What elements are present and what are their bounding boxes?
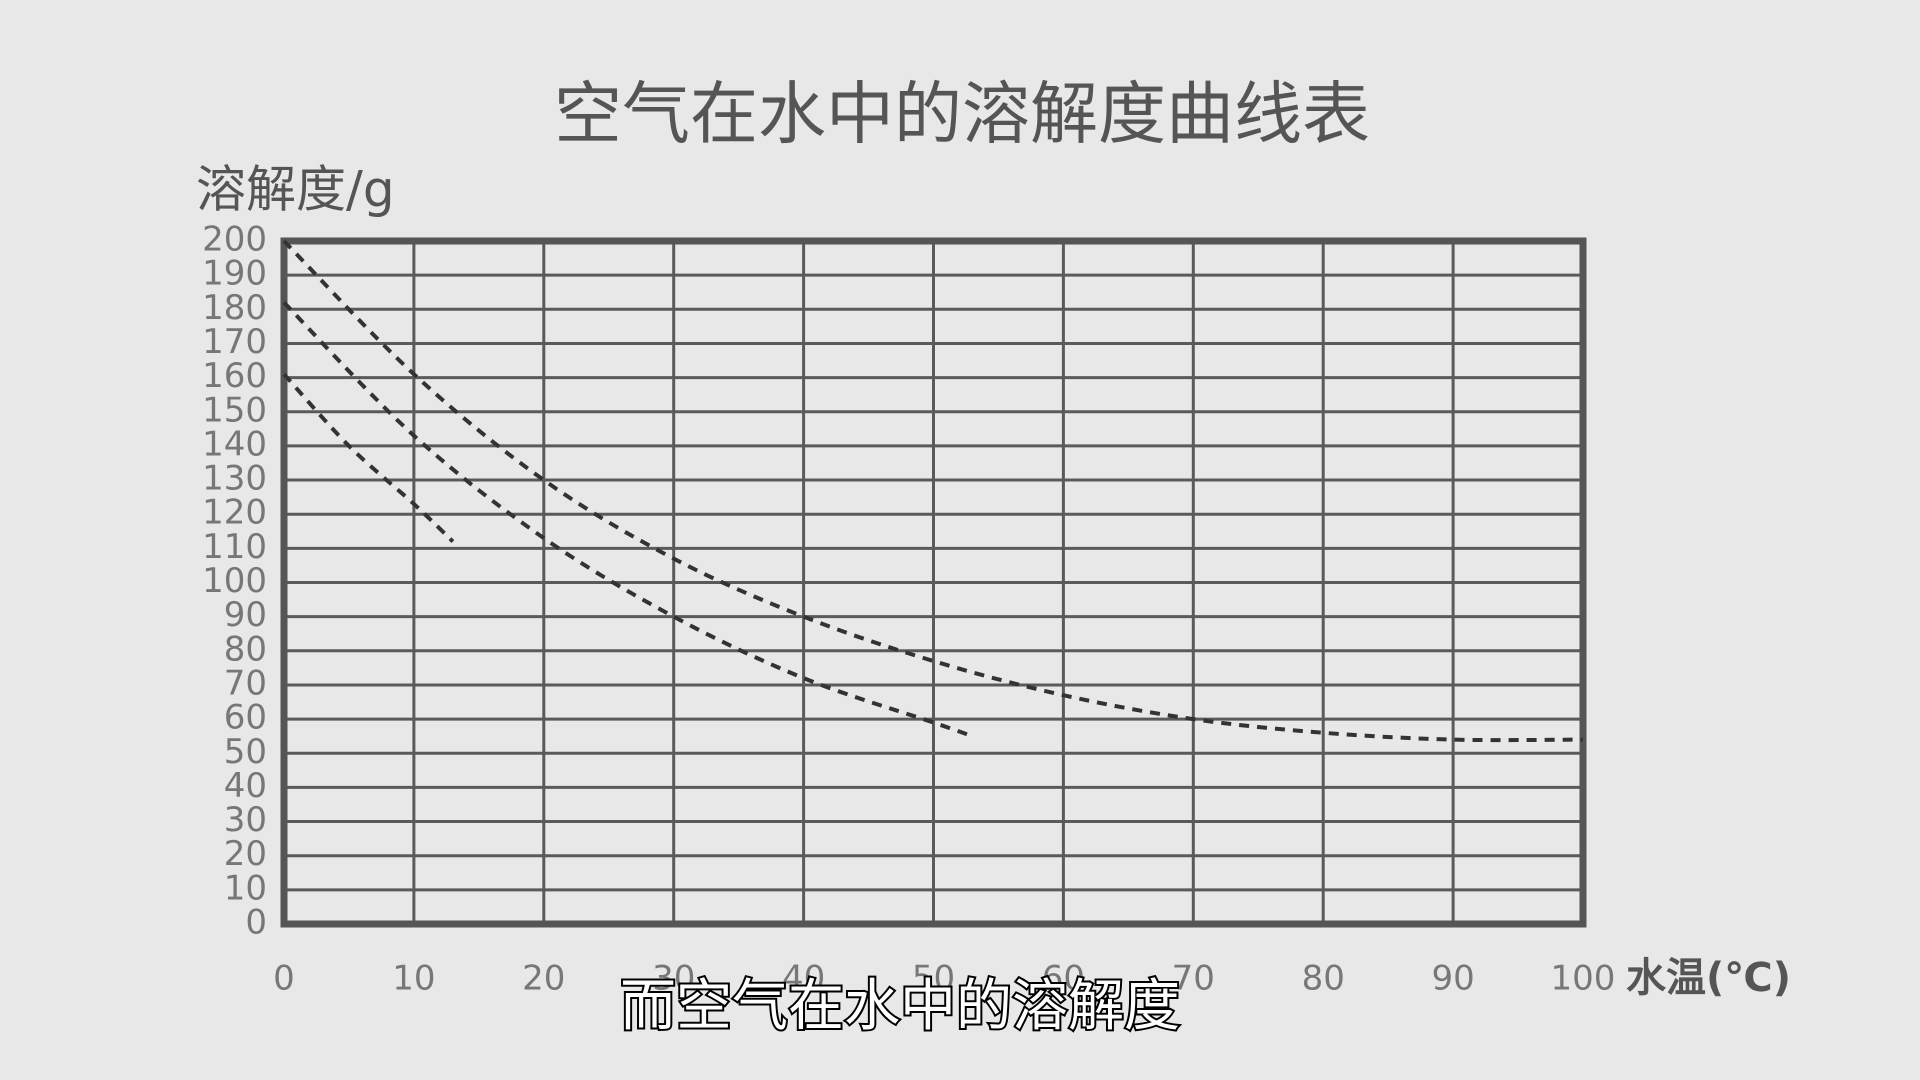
y-tick-label: 20 (224, 834, 267, 874)
y-tick-label: 150 (202, 390, 267, 430)
y-tick-label: 10 (224, 868, 267, 908)
y-tick-label: 110 (202, 527, 267, 567)
x-tick-label: 40 (782, 959, 825, 999)
plot-frame (280, 237, 1587, 928)
x-tick-label: 70 (1172, 959, 1215, 999)
data-line (282, 372, 455, 543)
data-line (282, 301, 974, 739)
y-tick-label: 0 (245, 903, 267, 943)
x-tick-label: 20 (522, 959, 565, 999)
caption: 而空气在水中的溶解度 (620, 974, 1180, 1039)
y-tick-label: 170 (202, 322, 267, 362)
y-tick-label: 80 (224, 629, 267, 669)
x-tick-label: 80 (1302, 959, 1345, 999)
chart-title: 空气在水中的溶解度曲线表 (554, 76, 1370, 155)
y-tick-label: 40 (224, 766, 267, 806)
x-tick-label: 10 (392, 959, 435, 999)
x-tick-label: 90 (1431, 959, 1474, 999)
x-tick-label: 60 (1042, 959, 1085, 999)
y-tick-label: 100 (202, 561, 267, 601)
x-tick-label: 100 (1551, 959, 1616, 999)
y-tick-label: 140 (202, 424, 267, 464)
y-tick-label: 90 (224, 595, 267, 635)
x-tick-label: 50 (912, 959, 955, 999)
x-tick-label: 30 (652, 959, 695, 999)
y-tick-label: 130 (202, 459, 267, 499)
y-tick-label: 200 (202, 220, 267, 260)
y-axis-label: 溶解度/g (196, 161, 395, 219)
data-line (282, 239, 1584, 743)
y-tick-label: 30 (224, 800, 267, 840)
x-axis-label: 水温(℃) (1626, 955, 1791, 1001)
x-tick-label: 0 (273, 959, 295, 999)
y-tick-label: 70 (224, 663, 267, 703)
y-tick-label: 160 (202, 356, 267, 396)
y-tick-label: 180 (202, 288, 267, 328)
y-tick-label: 50 (224, 732, 267, 772)
plot-area: 0102030405060708090100110120130140150160… (202, 220, 1615, 999)
y-tick-label: 60 (224, 698, 267, 738)
y-tick-label: 190 (202, 254, 267, 294)
y-tick-label: 120 (202, 493, 267, 533)
